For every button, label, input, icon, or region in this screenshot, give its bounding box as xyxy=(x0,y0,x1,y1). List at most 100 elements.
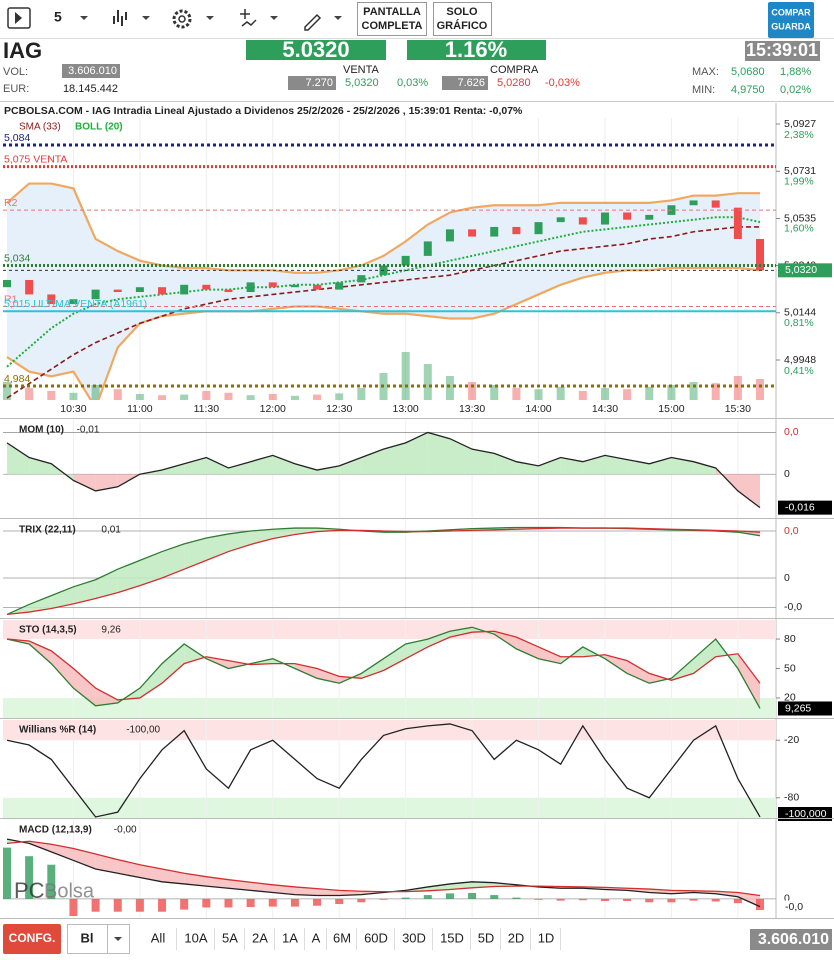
range-button[interactable] xyxy=(396,926,432,952)
fill-between xyxy=(405,639,428,659)
value-box-label: -0,016 xyxy=(785,501,815,513)
value-box-label: -100,000 xyxy=(785,808,827,820)
fill-between xyxy=(294,463,318,475)
range-button[interactable] xyxy=(502,926,530,952)
range-text: 2D xyxy=(508,930,525,945)
volume-text: 3.606.010 xyxy=(758,931,829,948)
y-tick-label: 0 xyxy=(784,893,790,905)
draw-icon[interactable] xyxy=(304,13,322,31)
y-tick-label: 4,9948 xyxy=(784,354,816,366)
range-button[interactable] xyxy=(140,926,176,952)
x-tick-label: 12:30 xyxy=(326,403,352,415)
config-button[interactable] xyxy=(3,924,61,954)
chart-only-button[interactable] xyxy=(433,2,492,36)
interval[interactable]: 5 xyxy=(54,9,62,25)
fill-between xyxy=(73,848,96,869)
label: VENTA xyxy=(343,64,380,76)
range-text: 10A xyxy=(184,930,207,945)
range-text: All xyxy=(151,930,166,945)
indicator-line xyxy=(6,838,761,908)
range-button[interactable] xyxy=(246,926,274,952)
fill-between xyxy=(693,639,716,674)
candle xyxy=(135,287,144,293)
button-text: PANTALLA xyxy=(363,6,421,18)
panel-plot xyxy=(3,620,776,718)
candle xyxy=(69,299,78,305)
volume-bar xyxy=(445,376,454,400)
range-text: 6M xyxy=(333,930,351,945)
fill-between xyxy=(162,643,185,684)
y-tick-label: 0,0 xyxy=(784,525,799,537)
label: EUR: xyxy=(3,83,29,95)
fullscreen-button[interactable] xyxy=(357,2,427,36)
candle xyxy=(689,200,698,206)
histogram-bar xyxy=(268,898,277,907)
range-button[interactable] xyxy=(434,926,470,952)
histogram-bar xyxy=(468,892,477,899)
fill-between xyxy=(29,457,52,475)
fill-between xyxy=(228,461,251,475)
settings-hub xyxy=(178,15,186,23)
settings-icon[interactable] xyxy=(172,9,192,29)
volume-bar xyxy=(357,388,366,400)
volume-bar xyxy=(158,395,167,400)
candle xyxy=(158,287,167,295)
range-button[interactable] xyxy=(306,926,326,952)
volume-bar xyxy=(91,385,100,400)
fill-between xyxy=(272,528,295,539)
candle xyxy=(512,226,521,235)
fill-between xyxy=(228,879,251,891)
play-icon xyxy=(15,12,22,24)
volume-bar xyxy=(578,391,587,400)
button-text: SOLO xyxy=(446,6,478,18)
y-tick-label: -0,0 xyxy=(784,601,802,613)
x-tick-label: 15:00 xyxy=(658,403,684,415)
x-tick-label: 14:30 xyxy=(592,403,618,415)
sell-price: 5,0320 xyxy=(345,77,379,89)
volume-bar xyxy=(689,382,698,400)
histogram-bar xyxy=(290,898,299,907)
candle xyxy=(25,279,34,295)
label: MIN: xyxy=(692,84,715,96)
candles-icon[interactable] xyxy=(113,10,127,26)
compare-button[interactable] xyxy=(768,2,814,38)
range-text: 60D xyxy=(364,930,388,945)
fill-between xyxy=(604,455,628,475)
range-button[interactable] xyxy=(328,926,356,952)
fill-between xyxy=(272,455,295,475)
volume-bar xyxy=(711,383,720,400)
fill-between xyxy=(671,457,694,475)
range-button[interactable] xyxy=(358,926,394,952)
panel-label: MACD (12,13,9) xyxy=(19,825,92,836)
indicator-icon[interactable] xyxy=(240,9,257,27)
button-text: GUARDA xyxy=(771,21,811,31)
fill-between xyxy=(228,530,251,552)
fill-between xyxy=(117,560,140,593)
range-button[interactable] xyxy=(216,926,244,952)
histogram-bar xyxy=(357,898,366,903)
fill-between xyxy=(95,688,118,706)
range-button[interactable] xyxy=(276,926,304,952)
y2-tick-label: 1,60% xyxy=(784,222,814,234)
range-button[interactable] xyxy=(178,926,214,952)
indicator-line xyxy=(6,626,761,709)
histogram-bar xyxy=(113,898,122,912)
range-text: 30D xyxy=(402,930,426,945)
button-text: GRÁFICO xyxy=(437,19,488,32)
candle xyxy=(711,200,720,208)
range-button[interactable] xyxy=(532,926,560,952)
panel-plot xyxy=(3,520,776,618)
fill-between xyxy=(73,579,96,604)
volume-bar xyxy=(600,388,609,400)
select-arrow xyxy=(114,937,122,941)
fill-between xyxy=(494,453,517,475)
level-label: R2 xyxy=(4,197,18,209)
panel-icon[interactable] xyxy=(7,7,31,29)
volume-bar xyxy=(135,394,144,400)
style-select[interactable] xyxy=(67,924,130,954)
candle xyxy=(224,289,233,293)
min: 4,9750 xyxy=(731,84,765,96)
range-button[interactable] xyxy=(472,926,500,952)
last-label: 5,0320 xyxy=(785,264,817,276)
histogram-bar xyxy=(556,898,565,901)
